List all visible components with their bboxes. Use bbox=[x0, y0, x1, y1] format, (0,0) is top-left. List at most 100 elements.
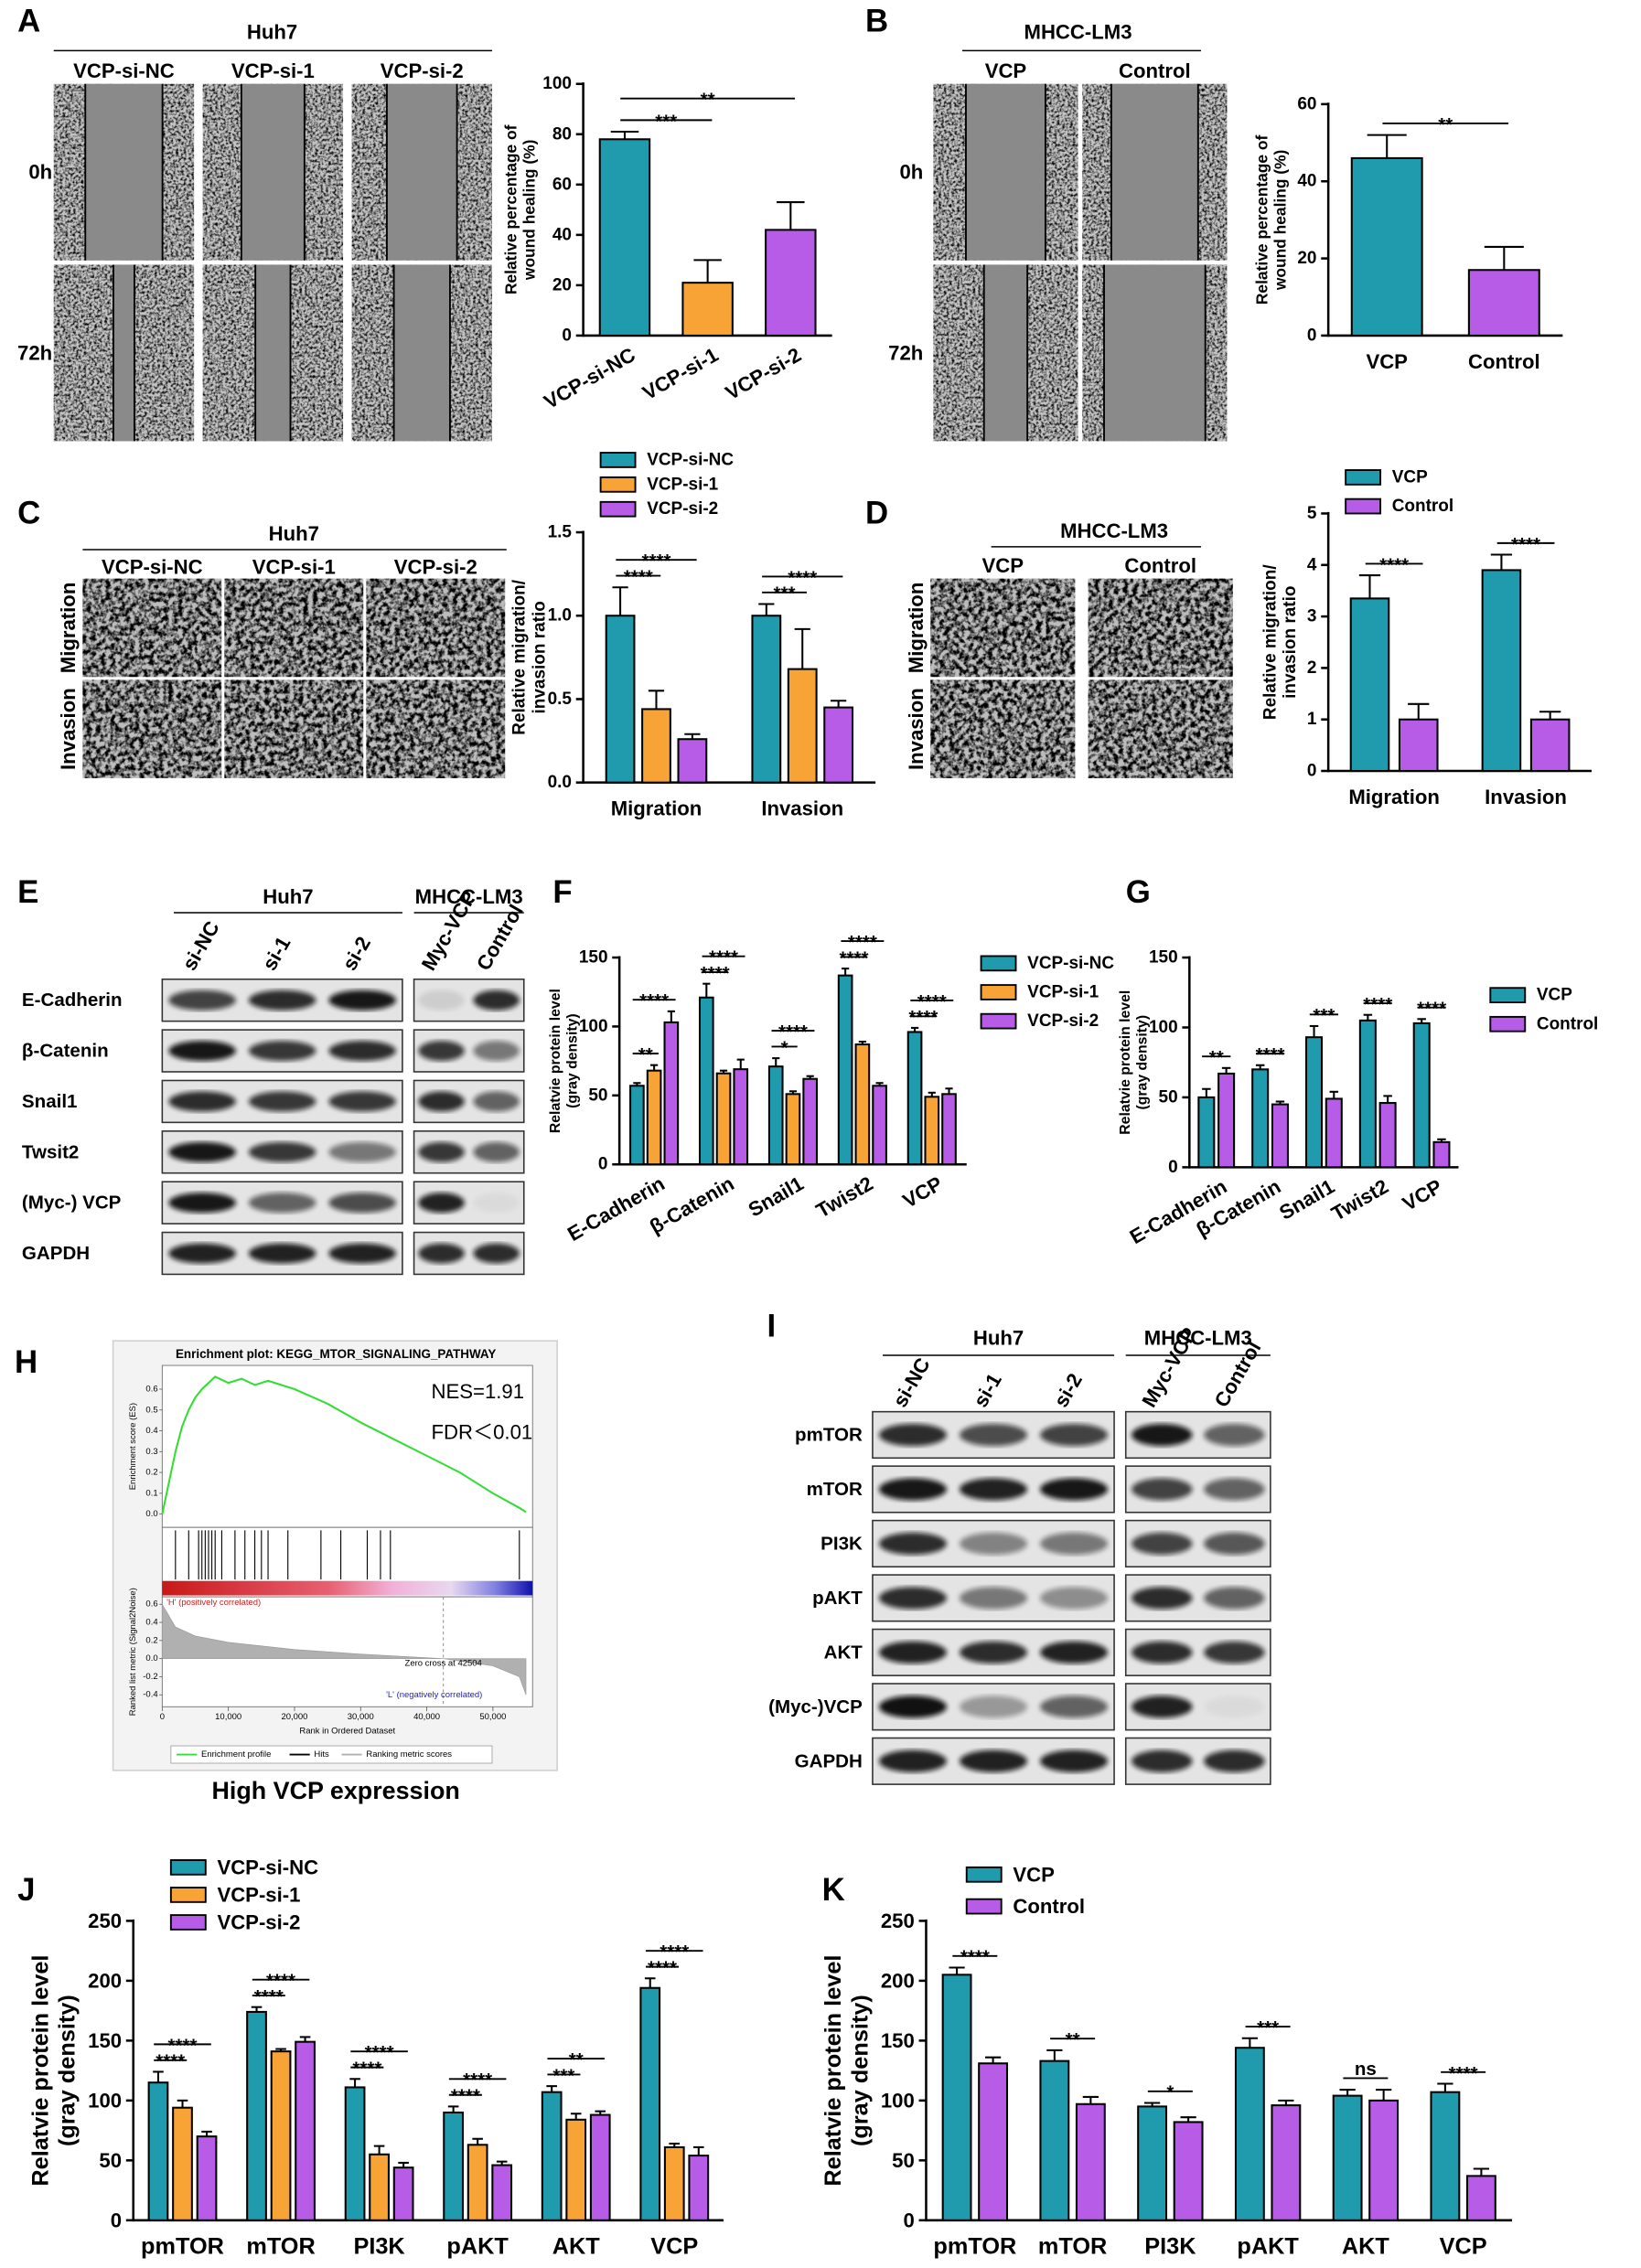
blot-row-label: pAKT bbox=[812, 1588, 863, 1609]
blot-band bbox=[1040, 1478, 1109, 1501]
blot-band bbox=[418, 1193, 465, 1214]
significance-label: ** bbox=[1209, 1047, 1224, 1068]
x-tick-label: AKT bbox=[1342, 2233, 1390, 2259]
blot-row-label: GAPDH bbox=[795, 1750, 863, 1771]
y-axis-label: wound healing (%) bbox=[520, 140, 539, 281]
group-header: MHCC-LM3 bbox=[1060, 519, 1168, 542]
bar bbox=[196, 2135, 218, 2221]
rank-color-bar bbox=[162, 1580, 533, 1596]
bar bbox=[1251, 1068, 1270, 1169]
bar bbox=[802, 1077, 819, 1166]
bar bbox=[688, 2155, 710, 2221]
column-label: VCP-si-NC bbox=[73, 59, 175, 82]
cell-texture bbox=[366, 679, 506, 778]
bar bbox=[1271, 1103, 1289, 1169]
significance-label: *** bbox=[655, 111, 677, 132]
row-label: Migration bbox=[905, 583, 928, 674]
blot-band bbox=[1132, 1696, 1193, 1718]
blot-band bbox=[328, 1141, 396, 1162]
bar bbox=[787, 668, 818, 784]
bar bbox=[1325, 1097, 1343, 1169]
y-axis-label: Relatvie protein level bbox=[28, 1955, 54, 2187]
bar bbox=[1039, 2059, 1070, 2221]
blot-band bbox=[168, 1141, 236, 1162]
y-axis-label: (gray density) bbox=[564, 1013, 580, 1108]
annotation: FDR＜0.01 bbox=[432, 1420, 533, 1443]
y-tick-label: 80 bbox=[552, 124, 572, 144]
blot-band bbox=[328, 990, 396, 1011]
legend-swatch bbox=[599, 500, 637, 518]
legend-swatch bbox=[599, 476, 637, 493]
blot-band bbox=[960, 1749, 1027, 1772]
cell-texture bbox=[224, 679, 364, 778]
legend-swatch bbox=[169, 1887, 207, 1903]
significance-label: **** bbox=[463, 2070, 492, 2091]
blot-band bbox=[878, 1749, 947, 1772]
x-tick-label: Twist2 bbox=[812, 1171, 877, 1222]
y-tick-label: -0.2 bbox=[143, 1672, 157, 1682]
x-tick-label: PI3K bbox=[1144, 2233, 1196, 2259]
significance-label: **** bbox=[788, 567, 817, 588]
bar bbox=[147, 2081, 169, 2221]
blot-band bbox=[248, 1243, 316, 1264]
bar bbox=[565, 2118, 587, 2221]
row-label: Invasion bbox=[57, 688, 80, 770]
wound-gap bbox=[393, 264, 450, 442]
x-tick-label: Invasion bbox=[1485, 786, 1567, 808]
y-axis-label: wound healing (%) bbox=[1271, 150, 1289, 291]
x-tick-label: pmTOR bbox=[933, 2233, 1016, 2259]
y-axis-label: Relatvie protein level bbox=[1118, 990, 1133, 1135]
blot-band bbox=[1204, 1749, 1265, 1772]
blot-band bbox=[1204, 1478, 1265, 1501]
lane-label: si-1 bbox=[969, 1369, 1006, 1411]
y-tick-label: -0.4 bbox=[143, 1690, 157, 1700]
x-tick-label: pmTOR bbox=[141, 2233, 224, 2259]
blot-band bbox=[248, 1091, 316, 1112]
bar bbox=[172, 2106, 193, 2221]
significance-label: **** bbox=[840, 947, 869, 968]
column-label: VCP-si-NC bbox=[102, 556, 203, 579]
y-tick-label: 0 bbox=[111, 2209, 122, 2231]
cell-texture bbox=[224, 578, 364, 678]
significance-label: **** bbox=[660, 1942, 689, 1963]
blot-row-label: (Myc-) VCP bbox=[22, 1193, 121, 1214]
annotation: NES=1.91 bbox=[432, 1380, 524, 1403]
bar bbox=[369, 2153, 390, 2221]
y-tick-label: 50 bbox=[892, 2149, 915, 2172]
blot-band bbox=[960, 1532, 1027, 1556]
bar bbox=[1137, 2105, 1168, 2221]
y-tick-label: 1.5 bbox=[548, 523, 573, 542]
column-label: Control bbox=[1124, 554, 1196, 577]
x-tick-label: VCP-si-1 bbox=[638, 343, 722, 404]
cell-texture bbox=[82, 679, 222, 778]
bar bbox=[698, 996, 714, 1166]
blot-band bbox=[960, 1696, 1027, 1718]
cell-texture bbox=[930, 578, 1076, 678]
bar bbox=[823, 706, 854, 784]
bar bbox=[785, 1093, 801, 1166]
x-tick-label: VCP bbox=[650, 2233, 698, 2259]
legend-swatch bbox=[965, 1866, 1003, 1883]
blot-row-label: PI3K bbox=[820, 1533, 863, 1554]
y-axis-label: Relatvie protein level bbox=[548, 989, 563, 1133]
blot-row-label: Twsit2 bbox=[22, 1141, 79, 1162]
x-tick-label: Migration bbox=[611, 797, 703, 820]
blot-band bbox=[418, 1041, 465, 1062]
lane-label: si-2 bbox=[338, 933, 375, 975]
significance-label: **** bbox=[1256, 1044, 1285, 1065]
significance-label: * bbox=[781, 1037, 788, 1058]
y-tick-label: 0.6 bbox=[145, 1599, 157, 1610]
legend-swatch bbox=[980, 984, 1017, 1000]
y-tick-label: 0 bbox=[562, 326, 572, 345]
x-tick-label: VCP bbox=[899, 1171, 947, 1212]
blot-row-label: AKT bbox=[824, 1642, 863, 1663]
blot-band bbox=[1132, 1587, 1193, 1610]
legend-swatch bbox=[169, 1859, 207, 1876]
y-axis-label: Enrichment score (ES) bbox=[128, 1403, 138, 1490]
y-tick-label: 0.4 bbox=[145, 1426, 157, 1436]
bar bbox=[1412, 1022, 1431, 1169]
wound-gap bbox=[113, 264, 134, 442]
y-tick-label: 4 bbox=[1307, 555, 1317, 574]
y-tick-label: 150 bbox=[88, 2029, 122, 2052]
group-header: MHCC-LM3 bbox=[1144, 1327, 1252, 1350]
